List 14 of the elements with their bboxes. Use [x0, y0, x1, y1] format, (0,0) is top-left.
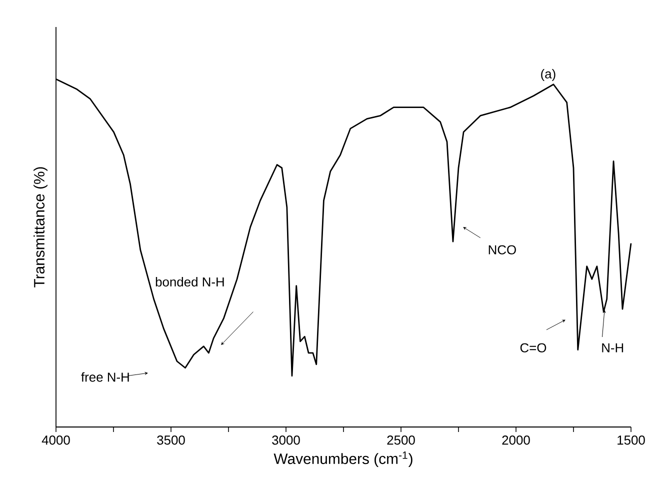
x-tick-label: 3500 [157, 436, 185, 445]
annotation: (a) [541, 68, 556, 82]
annotation: NCO [488, 245, 516, 254]
annotation: free N-H [81, 372, 129, 382]
x-tick-label: 2500 [387, 436, 415, 445]
annotation: C=O [520, 343, 546, 352]
y-axis-title: Transmittance (%) [34, 167, 48, 288]
x-tick-label: 3000 [272, 436, 300, 445]
annotation: bonded N-H [156, 277, 224, 287]
x-tick-label: 4000 [42, 436, 70, 445]
x-tick-label: 1500 [618, 436, 645, 445]
x-axis-title: Wavenumbers (cm$^{-1}$) [274, 452, 412, 468]
annotation: N-H [602, 343, 624, 352]
x-tick-label: 2000 [502, 436, 530, 445]
